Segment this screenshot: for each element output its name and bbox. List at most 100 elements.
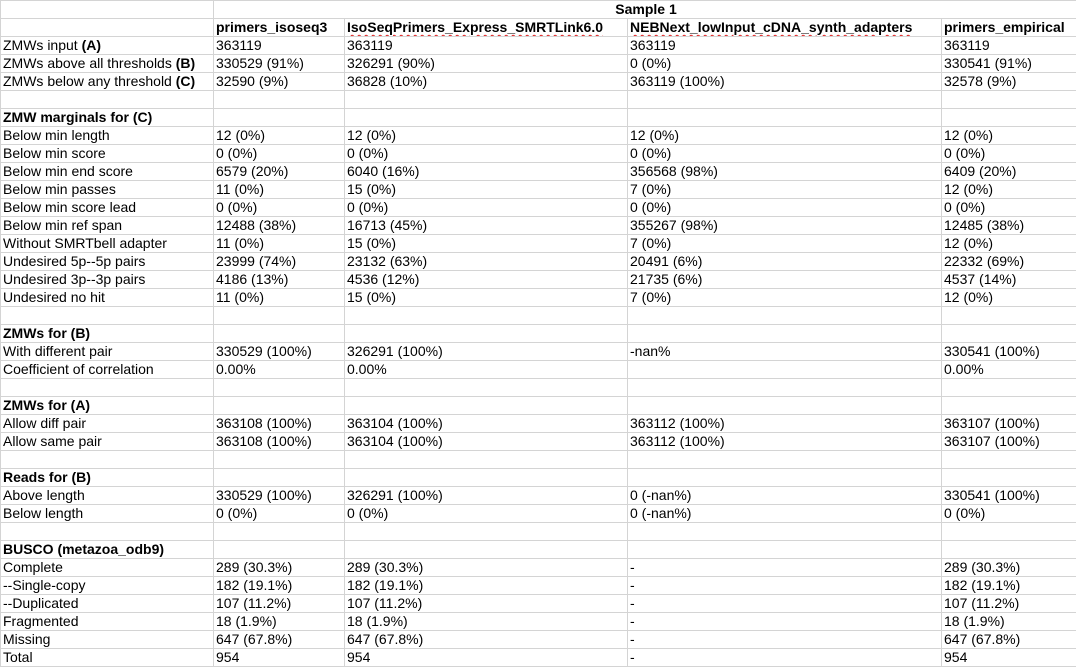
value-cell[interactable]: 18 (1.9%) bbox=[344, 612, 628, 631]
row-label-cell[interactable]: Undesired 3p--3p pairs bbox=[0, 270, 214, 289]
value-cell[interactable]: 7 (0%) bbox=[627, 180, 942, 199]
value-cell[interactable]: 32590 (9%) bbox=[213, 72, 345, 91]
empty-cell[interactable] bbox=[344, 378, 628, 397]
empty-cell[interactable] bbox=[627, 450, 942, 469]
value-cell[interactable]: - bbox=[627, 558, 942, 577]
value-cell[interactable]: 0 (-nan%) bbox=[627, 486, 942, 505]
empty-cell[interactable] bbox=[940, 306, 1076, 325]
empty-cell[interactable] bbox=[0, 18, 214, 37]
empty-cell[interactable] bbox=[344, 306, 628, 325]
empty-cell[interactable] bbox=[344, 522, 628, 541]
empty-cell[interactable] bbox=[0, 306, 214, 325]
section-header-cell[interactable]: ZMWs for (B) bbox=[0, 324, 214, 343]
value-cell[interactable]: 15 (0%) bbox=[344, 234, 628, 253]
row-label-cell[interactable]: ZMWs below any threshold (C) bbox=[0, 72, 214, 91]
empty-cell[interactable] bbox=[344, 540, 628, 559]
row-label-cell[interactable]: ZMWs above all thresholds (B) bbox=[0, 54, 214, 73]
value-cell[interactable]: 0 (-nan%) bbox=[627, 504, 942, 523]
empty-cell[interactable] bbox=[213, 306, 345, 325]
value-cell[interactable]: 0 (0%) bbox=[344, 198, 628, 217]
value-cell[interactable]: 363119 bbox=[213, 36, 345, 55]
empty-cell[interactable] bbox=[213, 324, 345, 343]
value-cell[interactable]: 0 (0%) bbox=[940, 198, 1076, 217]
empty-cell[interactable] bbox=[0, 522, 214, 541]
value-cell[interactable]: 21735 (6%) bbox=[627, 270, 942, 289]
value-cell[interactable]: 12 (0%) bbox=[344, 126, 628, 145]
value-cell[interactable]: 363104 (100%) bbox=[344, 414, 628, 433]
row-label-cell[interactable]: Without SMRTbell adapter bbox=[0, 234, 214, 253]
empty-cell[interactable] bbox=[627, 540, 942, 559]
value-cell[interactable]: 0.00% bbox=[940, 360, 1076, 379]
value-cell[interactable]: 356568 (98%) bbox=[627, 162, 942, 181]
value-cell[interactable]: 36828 (10%) bbox=[344, 72, 628, 91]
value-cell[interactable]: 11 (0%) bbox=[213, 180, 345, 199]
value-cell[interactable]: 6040 (16%) bbox=[344, 162, 628, 181]
value-cell[interactable]: 326291 (100%) bbox=[344, 342, 628, 361]
value-cell[interactable]: 0 (0%) bbox=[213, 198, 345, 217]
value-cell[interactable]: 0 (0%) bbox=[344, 144, 628, 163]
row-label-cell[interactable]: Below min length bbox=[0, 126, 214, 145]
section-header-cell[interactable]: ZMWs for (A) bbox=[0, 396, 214, 415]
value-cell[interactable]: 0 (0%) bbox=[627, 144, 942, 163]
column-header-cell[interactable]: IsoSeqPrimers_Express_SMRTLink6.0 bbox=[344, 18, 628, 37]
value-cell[interactable]: 647 (67.8%) bbox=[213, 630, 345, 649]
value-cell[interactable]: 363112 (100%) bbox=[627, 414, 942, 433]
value-cell[interactable]: 0 (0%) bbox=[213, 504, 345, 523]
row-label-cell[interactable]: Undesired no hit bbox=[0, 288, 214, 307]
value-cell[interactable]: - bbox=[627, 648, 942, 667]
empty-cell[interactable] bbox=[940, 468, 1076, 487]
value-cell[interactable]: 107 (11.2%) bbox=[940, 594, 1076, 613]
value-cell[interactable]: 363112 (100%) bbox=[627, 432, 942, 451]
value-cell[interactable]: 7 (0%) bbox=[627, 234, 942, 253]
value-cell[interactable]: 647 (67.8%) bbox=[344, 630, 628, 649]
value-cell[interactable]: 107 (11.2%) bbox=[213, 594, 345, 613]
section-header-cell[interactable]: Reads for (B) bbox=[0, 468, 214, 487]
value-cell[interactable]: 7 (0%) bbox=[627, 288, 942, 307]
value-cell[interactable]: 363119 bbox=[940, 36, 1076, 55]
value-cell[interactable]: 954 bbox=[940, 648, 1076, 667]
empty-cell[interactable] bbox=[344, 468, 628, 487]
value-cell[interactable]: - bbox=[627, 576, 942, 595]
empty-cell[interactable] bbox=[627, 108, 942, 127]
row-label-cell[interactable]: Allow same pair bbox=[0, 432, 214, 451]
empty-cell[interactable] bbox=[627, 522, 942, 541]
column-header-cell[interactable]: primers_empirical bbox=[940, 18, 1076, 37]
value-cell[interactable]: 6579 (20%) bbox=[213, 162, 345, 181]
value-cell[interactable]: 22332 (69%) bbox=[940, 252, 1076, 271]
value-cell[interactable]: - bbox=[627, 630, 942, 649]
empty-cell[interactable] bbox=[0, 0, 214, 19]
row-label-cell[interactable]: ZMWs input (A) bbox=[0, 36, 214, 55]
value-cell[interactable]: 363107 (100%) bbox=[940, 414, 1076, 433]
empty-cell[interactable] bbox=[0, 450, 214, 469]
value-cell[interactable]: 12 (0%) bbox=[627, 126, 942, 145]
value-cell[interactable]: 12 (0%) bbox=[940, 126, 1076, 145]
value-cell[interactable]: 363107 (100%) bbox=[940, 432, 1076, 451]
value-cell[interactable]: 12485 (38%) bbox=[940, 216, 1076, 235]
row-label-cell[interactable]: --Duplicated bbox=[0, 594, 214, 613]
value-cell[interactable]: 12 (0%) bbox=[213, 126, 345, 145]
value-cell[interactable]: 0 (0%) bbox=[213, 144, 345, 163]
value-cell[interactable]: 0.00% bbox=[344, 360, 628, 379]
value-cell[interactable]: 15 (0%) bbox=[344, 180, 628, 199]
row-label-cell[interactable]: Complete bbox=[0, 558, 214, 577]
value-cell[interactable]: 363119 bbox=[344, 36, 628, 55]
value-cell[interactable]: 0 (0%) bbox=[627, 54, 942, 73]
empty-cell[interactable] bbox=[940, 450, 1076, 469]
empty-cell[interactable] bbox=[940, 378, 1076, 397]
empty-cell[interactable] bbox=[213, 90, 345, 109]
value-cell[interactable]: 11 (0%) bbox=[213, 288, 345, 307]
value-cell[interactable]: 363119 (100%) bbox=[627, 72, 942, 91]
empty-cell[interactable] bbox=[627, 468, 942, 487]
empty-cell[interactable] bbox=[0, 90, 214, 109]
value-cell[interactable]: -nan% bbox=[627, 342, 942, 361]
value-cell[interactable]: 363104 (100%) bbox=[344, 432, 628, 451]
value-cell[interactable]: 954 bbox=[213, 648, 345, 667]
row-label-cell[interactable]: Allow diff pair bbox=[0, 414, 214, 433]
value-cell[interactable]: 647 (67.8%) bbox=[940, 630, 1076, 649]
value-cell[interactable]: 0 (0%) bbox=[940, 144, 1076, 163]
value-cell[interactable]: 330541 (100%) bbox=[940, 342, 1076, 361]
value-cell[interactable]: 12 (0%) bbox=[940, 180, 1076, 199]
value-cell[interactable]: 0 (0%) bbox=[344, 504, 628, 523]
value-cell[interactable]: 12488 (38%) bbox=[213, 216, 345, 235]
value-cell[interactable]: 18 (1.9%) bbox=[940, 612, 1076, 631]
